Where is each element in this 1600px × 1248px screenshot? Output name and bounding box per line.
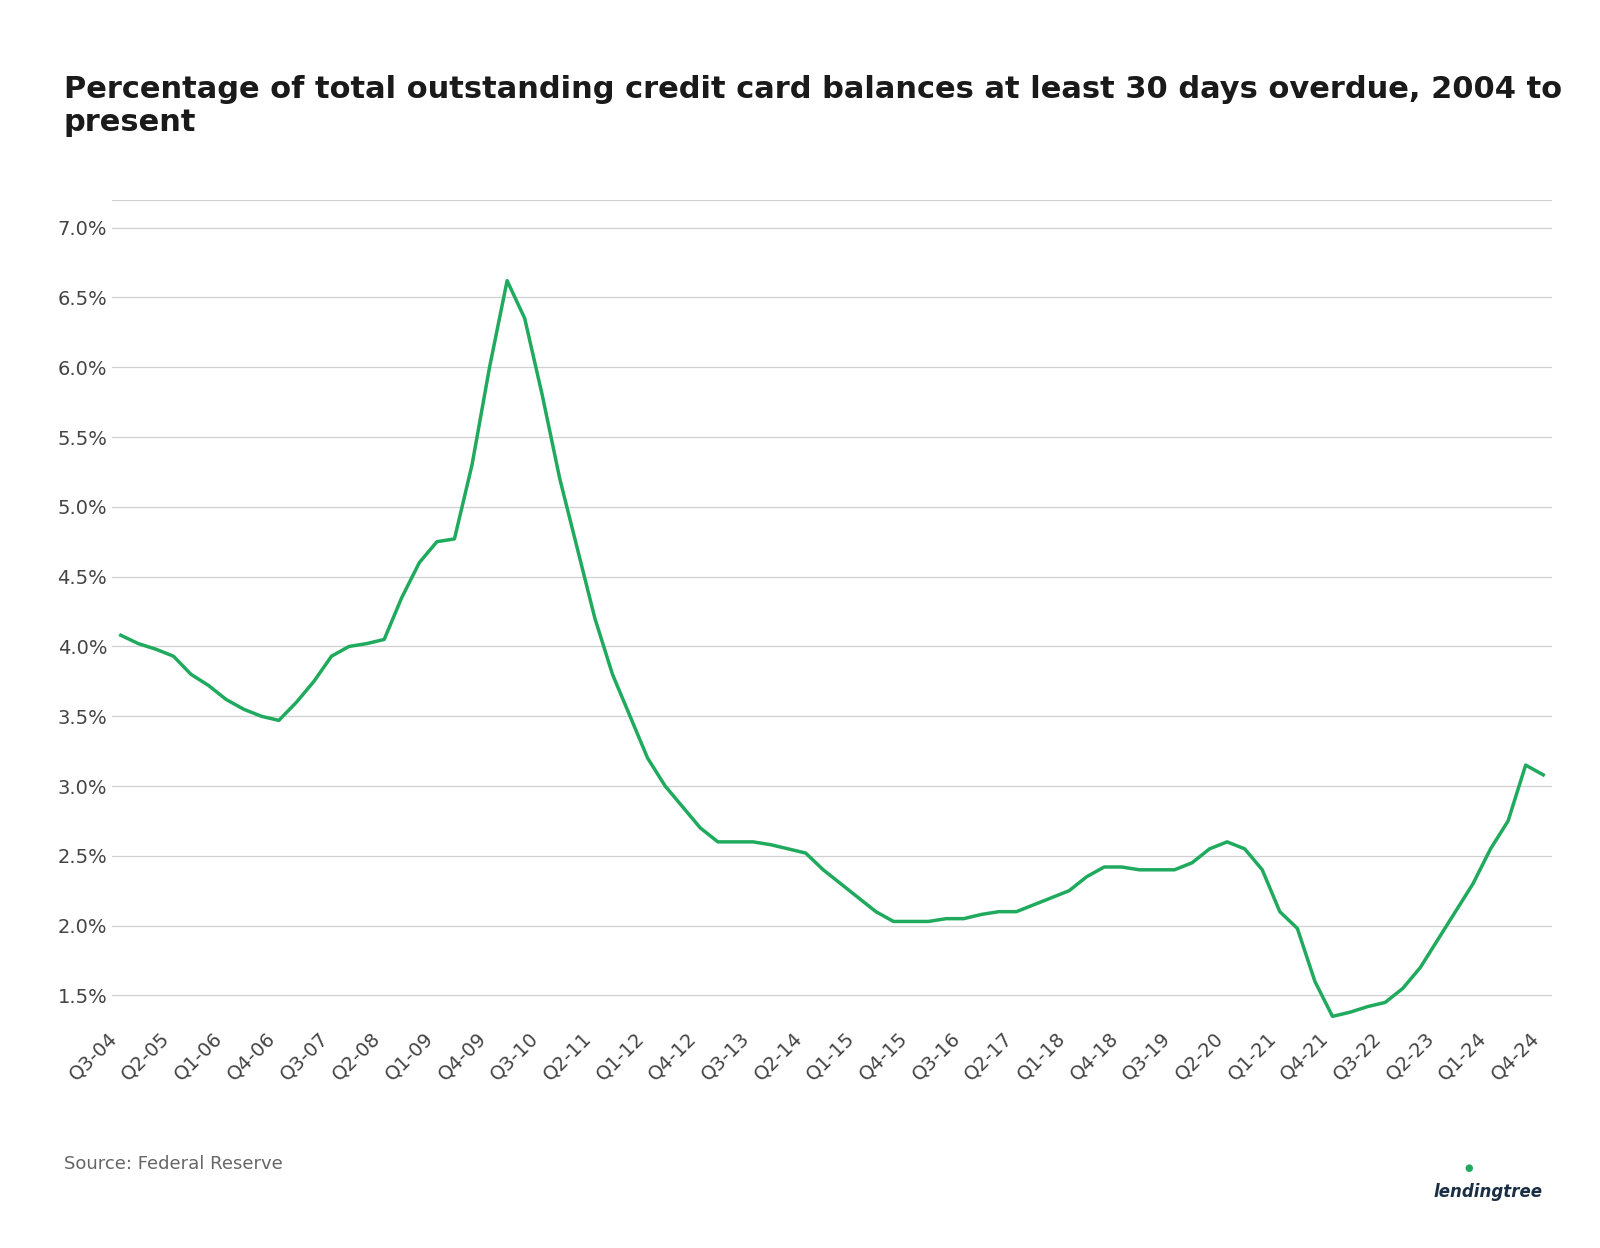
Text: Source: Federal Reserve: Source: Federal Reserve (64, 1156, 283, 1173)
Text: lendingtree: lendingtree (1434, 1183, 1542, 1201)
Text: Percentage of total outstanding credit card balances at least 30 days overdue, 2: Percentage of total outstanding credit c… (64, 75, 1562, 137)
Text: ●: ● (1464, 1163, 1474, 1173)
